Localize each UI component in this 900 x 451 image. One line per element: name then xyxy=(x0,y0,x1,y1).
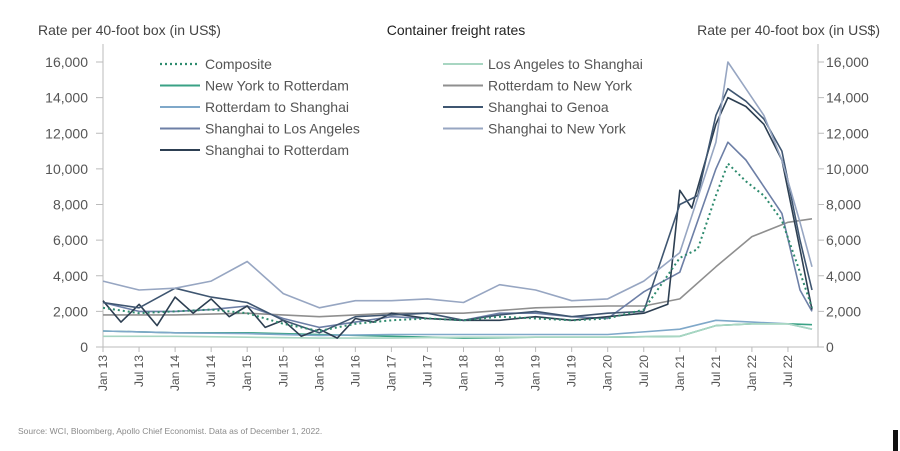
x-tick-label: Jan 13 xyxy=(96,355,110,391)
x-tick-label: Jul 22 xyxy=(781,355,795,387)
x-tick-label: Jul 18 xyxy=(493,355,507,387)
y-tick-left: 2,000 xyxy=(53,303,88,319)
y-ticks-left: 0 2,000 4,000 6,000 8,000 10,000 12,000 14,000 1… xyxy=(45,54,103,355)
legend-label: Shanghai to Rotterdam xyxy=(205,142,349,158)
y-tick-right: 2,000 xyxy=(826,303,861,319)
y-tick-left: 6,000 xyxy=(53,232,88,248)
x-tick-label: Jul 19 xyxy=(565,355,579,387)
y-tick-right: 14,000 xyxy=(826,90,869,106)
x-tick-label: Jul 16 xyxy=(348,355,362,387)
x-tick-label: Jul 15 xyxy=(276,355,290,387)
x-tick-label: Jul 20 xyxy=(637,355,651,387)
x-tick-label: Jan 16 xyxy=(312,355,326,391)
series-line xyxy=(102,319,813,337)
series-line xyxy=(102,61,813,309)
x-ticks: Jan 13 Jul 13 Jan 14 Jul 14 Jan 15 Jul 15 Jan … xyxy=(96,347,795,391)
x-tick-label: Jan 19 xyxy=(529,355,543,391)
legend-label: Rotterdam to New York xyxy=(488,78,633,94)
y-tick-right: 8,000 xyxy=(826,197,861,213)
right-axis-title: Rate per 40-foot box (in US$) xyxy=(697,22,880,38)
x-tick-label: Jul 14 xyxy=(204,355,218,387)
series-line xyxy=(102,162,813,332)
x-tick-label: Jan 17 xyxy=(384,355,398,391)
y-tick-left: 4,000 xyxy=(53,268,88,284)
x-tick-label: Jul 13 xyxy=(132,355,146,387)
y-tick-right: 16,000 xyxy=(826,54,869,70)
corner-mark xyxy=(893,430,898,451)
y-tick-left: 12,000 xyxy=(45,125,88,141)
y-tick-right: 4,000 xyxy=(826,268,861,284)
legend-label: Shanghai to Los Angeles xyxy=(205,121,360,137)
x-tick-label: Jan 14 xyxy=(168,355,182,391)
x-tick-label: Jan 22 xyxy=(745,355,759,391)
x-tick-label: Jul 21 xyxy=(709,355,723,387)
y-tick-right: 6,000 xyxy=(826,232,861,248)
y-tick-right: 12,000 xyxy=(826,125,869,141)
series-line xyxy=(102,87,813,334)
series-lines xyxy=(102,61,813,339)
legend-label: Composite xyxy=(205,56,272,72)
legend-label: Rotterdam to Shanghai xyxy=(205,99,349,115)
series-line xyxy=(103,218,813,318)
series-line xyxy=(102,96,813,339)
x-tick-label: Jan 21 xyxy=(673,355,687,391)
y-tick-right: 0 xyxy=(826,339,834,355)
y-tick-left: 10,000 xyxy=(45,161,88,177)
y-tick-left: 0 xyxy=(80,339,88,355)
legend-label: Los Angeles to Shanghai xyxy=(488,56,643,72)
x-tick-label: Jan 20 xyxy=(601,355,615,391)
y-tick-right: 10,000 xyxy=(826,161,869,177)
legend-label: Shanghai to Genoa xyxy=(488,99,609,115)
y-ticks-right: 0 2,000 4,000 6,000 8,000 10,000 12,000 14,000 1… xyxy=(818,54,869,355)
y-tick-left: 8,000 xyxy=(53,197,88,213)
legend-label: Shanghai to New York xyxy=(488,121,627,137)
y-tick-left: 16,000 xyxy=(45,54,88,70)
left-axis-title: Rate per 40-foot box (in US$) xyxy=(38,22,221,38)
chart-title: Container freight rates xyxy=(387,22,526,38)
source-note: Source: WCI, Bloomberg, Apollo Chief Eco… xyxy=(18,426,323,436)
x-tick-label: Jul 17 xyxy=(420,355,434,387)
legend: Composite New York to Rotterdam Rotterdam … xyxy=(160,56,643,158)
x-tick-label: Jan 15 xyxy=(240,355,254,391)
y-tick-left: 14,000 xyxy=(45,90,88,106)
legend-label: New York to Rotterdam xyxy=(205,78,349,94)
series-line xyxy=(103,322,813,339)
x-tick-label: Jan 18 xyxy=(457,355,471,391)
